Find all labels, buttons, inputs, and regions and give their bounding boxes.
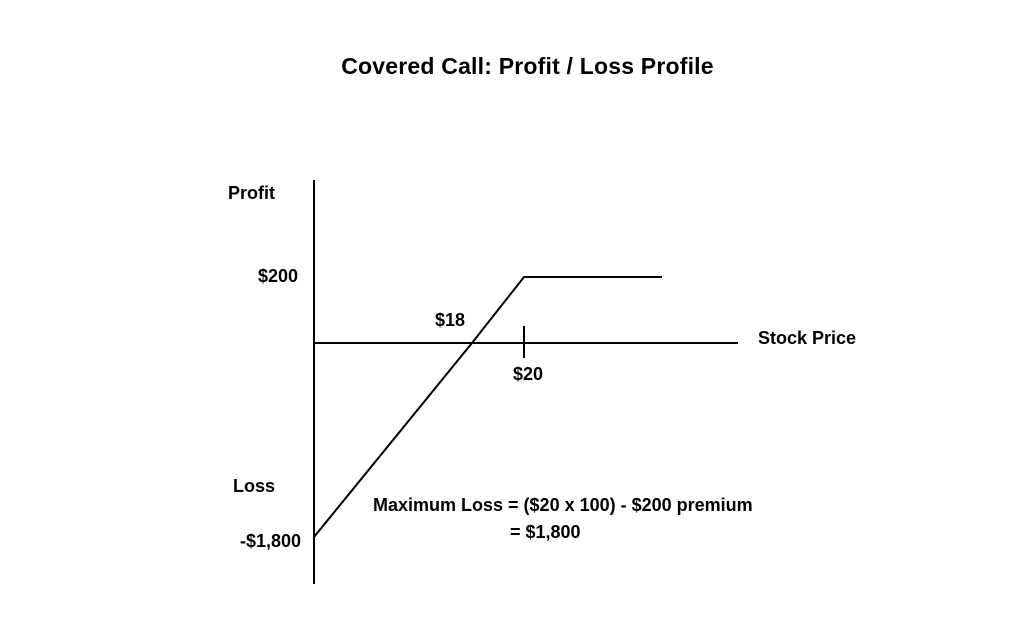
x-axis-label: Stock Price [758, 328, 857, 348]
diagram-title: Covered Call: Profit / Loss Profile [341, 53, 714, 79]
y-axis-profit-label: Profit [228, 183, 275, 203]
max-loss-formula: Maximum Loss = ($20 x 100) - $200 premiu… [373, 495, 753, 515]
profit-max-label: $200 [258, 266, 299, 286]
max-loss-result: = $1,800 [510, 522, 581, 542]
loss-max-label: -$1,800 [240, 531, 302, 551]
y-axis-loss-label: Loss [233, 476, 276, 496]
strike-label: $20 [513, 364, 544, 384]
breakeven-label: $18 [435, 310, 466, 330]
payoff-line [313, 276, 662, 538]
